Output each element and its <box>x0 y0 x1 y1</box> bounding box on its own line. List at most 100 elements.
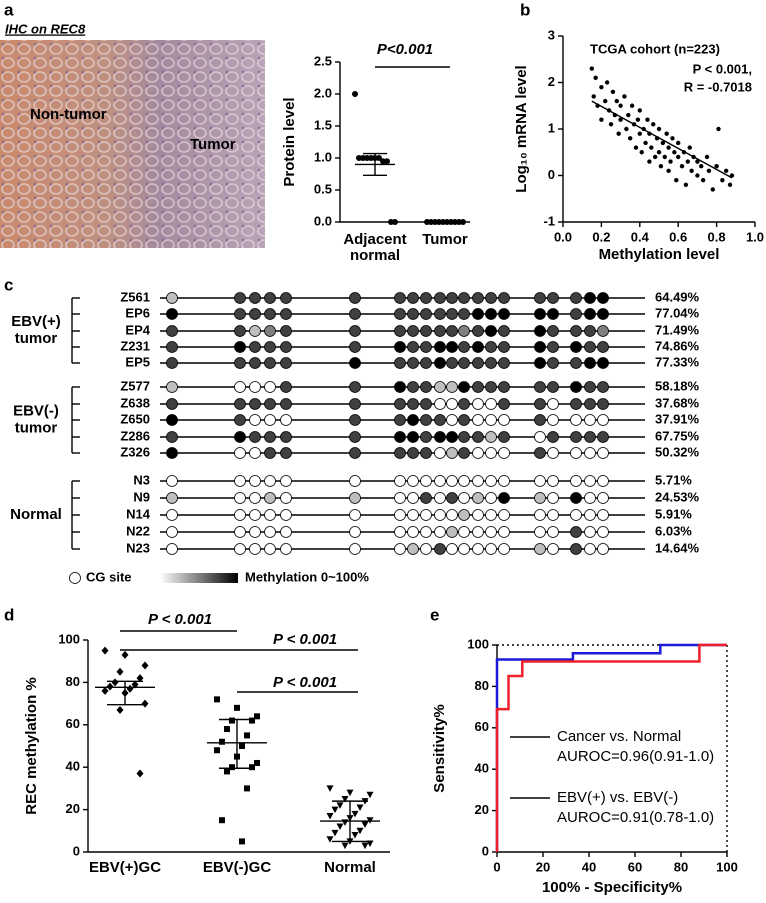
cg-site <box>264 431 276 443</box>
data-point <box>649 145 654 150</box>
cg-site <box>485 292 497 304</box>
cg-site <box>498 381 510 393</box>
data-point <box>214 696 220 703</box>
data-point <box>136 769 144 778</box>
methylation-percent: 6.03% <box>655 523 692 538</box>
cg-site <box>394 543 406 555</box>
cg-site <box>166 414 178 426</box>
y-tick-label: 3 <box>548 27 555 42</box>
cg-site <box>280 509 292 521</box>
data-point <box>224 726 230 733</box>
cg-site <box>584 357 596 369</box>
cg-site <box>394 341 406 353</box>
cg-site <box>584 414 596 426</box>
sample-label: EP6 <box>125 305 150 320</box>
cg-site <box>485 431 497 443</box>
legend-site <box>69 572 81 584</box>
cg-site <box>394 308 406 320</box>
methylation-percent: 58.18% <box>655 378 700 393</box>
x-tick-label: normal <box>350 247 400 264</box>
cg-site <box>485 447 497 459</box>
sample-label: Z286 <box>120 428 150 443</box>
cg-site <box>534 308 546 320</box>
cg-site <box>584 308 596 320</box>
cg-site <box>472 447 484 459</box>
cg-site <box>446 492 458 504</box>
data-point <box>618 103 623 108</box>
cg-site <box>249 292 261 304</box>
cg-site <box>584 447 596 459</box>
cg-site <box>446 381 458 393</box>
y-tick-label: 60 <box>66 716 80 731</box>
cg-site <box>584 509 596 521</box>
methylation-percent: 37.68% <box>655 395 700 410</box>
cg-site <box>420 447 432 459</box>
cg-site <box>498 292 510 304</box>
p-value: P < 0.001 <box>148 611 212 628</box>
data-point <box>219 817 225 824</box>
cg-site <box>570 475 582 487</box>
data-point <box>624 126 629 132</box>
data-point <box>336 802 344 809</box>
x-tick-label: EBV(-)GC <box>203 859 271 876</box>
data-point <box>244 785 250 792</box>
cg-site <box>446 447 458 459</box>
stat-annotation: P < 0.001, <box>693 61 752 76</box>
cg-site <box>394 475 406 487</box>
cg-site <box>570 398 582 410</box>
cg-site <box>597 475 609 487</box>
data-point <box>341 796 349 803</box>
cg-site <box>446 325 458 337</box>
data-point <box>351 832 359 839</box>
y-tick-label: 2.5 <box>314 53 332 68</box>
cg-site <box>349 414 361 426</box>
data-point <box>610 89 616 95</box>
cg-site <box>472 341 484 353</box>
data-point <box>356 804 364 811</box>
cg-site <box>570 526 582 538</box>
cg-site <box>407 325 419 337</box>
x-tick-label: 80 <box>674 859 688 874</box>
cg-site <box>394 357 406 369</box>
cg-site <box>485 381 497 393</box>
cg-site <box>458 431 470 443</box>
methylation-percent: 24.53% <box>655 489 700 504</box>
data-point <box>656 126 662 132</box>
cg-site <box>280 308 292 320</box>
cg-site <box>434 447 446 459</box>
cg-site <box>597 292 609 304</box>
data-point <box>626 112 631 118</box>
sample-label: N14 <box>126 506 151 521</box>
cg-site <box>249 492 261 504</box>
cg-site <box>584 475 596 487</box>
cg-site <box>498 447 510 459</box>
cg-site <box>534 543 546 555</box>
cg-site <box>280 447 292 459</box>
data-point <box>229 717 235 724</box>
cg-site <box>264 308 276 320</box>
cg-site <box>249 526 261 538</box>
cg-site <box>434 526 446 538</box>
cg-site <box>420 431 432 443</box>
cg-site <box>446 543 458 555</box>
cg-site <box>234 308 246 320</box>
cg-site <box>394 292 406 304</box>
x-tick-label: EBV(+)GC <box>89 859 161 876</box>
cg-site <box>597 414 609 426</box>
cg-site <box>249 475 261 487</box>
panel-label: d <box>4 605 14 624</box>
y-tick-label: 2 <box>548 74 555 89</box>
cg-site <box>234 447 246 459</box>
y-tick-label: 20 <box>66 801 80 816</box>
cg-site <box>547 292 559 304</box>
cg-site <box>498 526 510 538</box>
data-point <box>326 785 334 792</box>
sample-label: N22 <box>126 523 150 538</box>
cg-site <box>407 308 419 320</box>
cg-site <box>547 526 559 538</box>
cg-site <box>264 292 276 304</box>
cg-site <box>280 492 292 504</box>
data-point <box>670 136 675 141</box>
data-point <box>589 66 594 71</box>
cg-site <box>472 492 484 504</box>
